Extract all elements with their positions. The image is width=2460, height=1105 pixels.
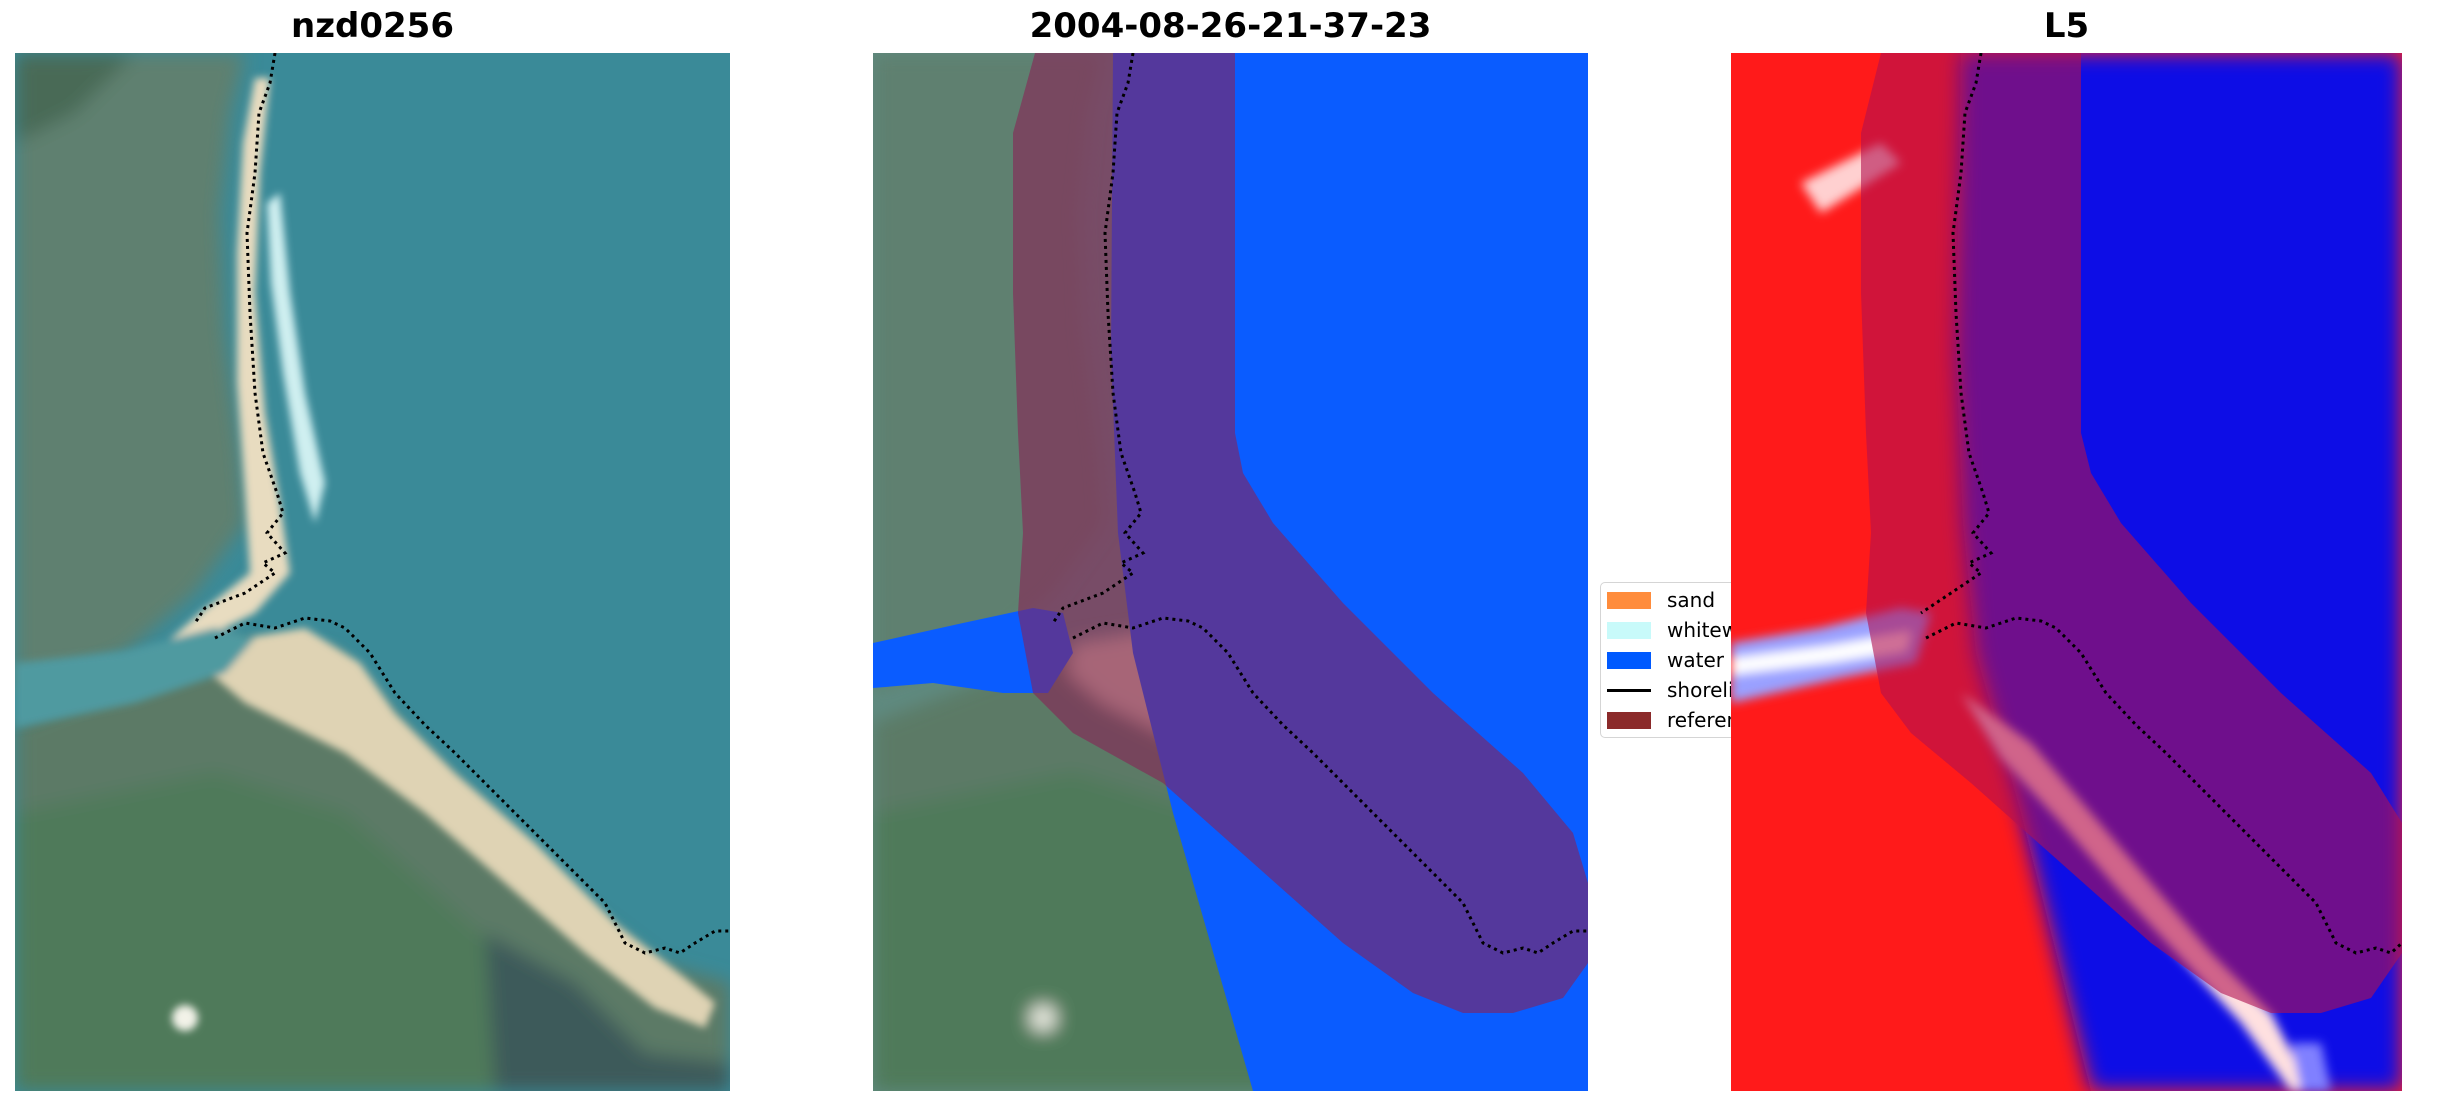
legend-item-water: water	[1601, 647, 1751, 673]
classified-image	[873, 53, 1588, 1091]
river-channel	[15, 628, 255, 728]
reference-buffer	[1013, 53, 1588, 1013]
legend-item-sand: sand	[1601, 587, 1751, 613]
legend-swatch-whitewater	[1607, 622, 1651, 639]
shoreline-south	[1925, 616, 2402, 955]
panel-title-index: L5	[2043, 6, 2090, 46]
white-spot	[172, 1005, 198, 1031]
reference-buffer	[1861, 53, 2402, 1013]
legend-item-shoreline: shoreline	[1601, 677, 1759, 703]
index-image	[1731, 53, 2402, 1091]
legend-swatch-sand	[1607, 592, 1651, 609]
sand-spit-south	[210, 628, 715, 1028]
legend: sand whitewater water shoreline referenc…	[1600, 582, 1779, 738]
rgb-image-panel	[15, 53, 730, 1091]
legend-item-reference: reference	[1601, 707, 1763, 733]
legend-item-whitewater: whitewater	[1601, 617, 1779, 643]
legend-swatch-water	[1607, 652, 1651, 669]
whitewater	[267, 193, 325, 523]
shoreline-north	[1920, 53, 1994, 615]
index-image-panel	[1731, 53, 2402, 1091]
legend-label: sand	[1667, 588, 1716, 612]
panel-title-rgb: nzd0256	[291, 6, 454, 46]
legend-swatch-reference	[1607, 712, 1651, 729]
sand-spit-north	[155, 78, 290, 653]
classified-image-panel	[873, 53, 1588, 1091]
legend-line-shoreline	[1607, 689, 1651, 692]
rgb-image	[15, 53, 730, 1091]
panel-title-classified: 2004-08-26-21-37-23	[1029, 6, 1432, 46]
legend-label: water	[1667, 648, 1724, 672]
